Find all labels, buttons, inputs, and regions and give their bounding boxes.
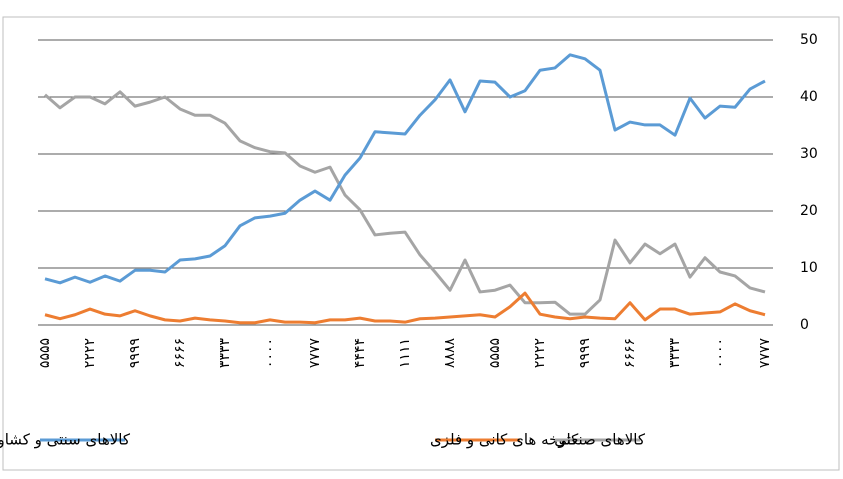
legend-label: کالاهای سنتی و کشاورزی [0, 431, 131, 449]
x-tick-label: ۰۰۰۰ [712, 338, 728, 368]
x-tick-label: ۷۷۷۷ [757, 338, 773, 369]
y-tick-label: 30 [800, 146, 818, 162]
x-tick-label: ۹۹۹۹ [577, 338, 593, 368]
x-tick-label: ۵۵۵۵ [487, 338, 503, 368]
x-tick-label: ۵۵۵۵ [37, 338, 53, 368]
chart-frame [3, 17, 839, 470]
chart: 0 10 20 30 40 50 ۵۵۵۵ ۲۲۲۲ ۹۹۹۹ ۶۶۶۶ ۳۳۳۳ ۰۰۰۰ ۷۷۷۷ ۴… [0, 0, 843, 475]
x-tick-label: ۲۲۲۲ [82, 338, 98, 368]
x-tick-label: ۸۸۸۸ [442, 338, 458, 369]
x-tick-label: ۲۲۲۲ [532, 338, 548, 368]
x-tick-label: ۳۳۳۳ [667, 338, 683, 369]
x-tick-label: ۴۴۴۴ [352, 338, 368, 368]
x-tick-label: ۷۷۷۷ [307, 338, 323, 369]
x-tick-label: ۹۹۹۹ [127, 338, 143, 368]
x-tick-label: ۶۶۶۶ [172, 338, 188, 368]
x-tick-label: ۶۶۶۶ [622, 338, 638, 368]
legend-label: کالاهای صنعتی [554, 431, 646, 449]
x-tick-label: ۱۱۱۱ [397, 338, 413, 368]
x-tick-label: ۳۳۳۳ [217, 338, 233, 369]
y-tick-label: 50 [800, 32, 818, 48]
y-tick-label: 40 [800, 89, 818, 105]
y-tick-label: 0 [800, 317, 809, 333]
x-tick-label: ۰۰۰۰ [262, 338, 278, 368]
y-tick-label: 10 [800, 260, 818, 276]
y-tick-label: 20 [800, 203, 818, 219]
